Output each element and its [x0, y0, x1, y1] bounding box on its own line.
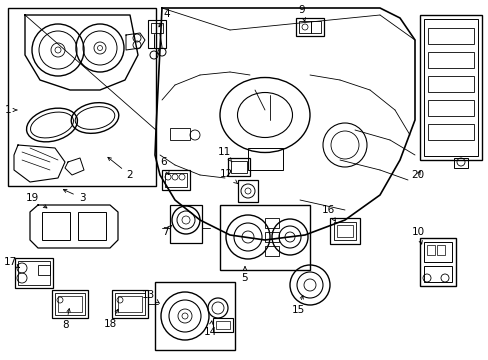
- Bar: [42, 212, 70, 240]
- Bar: [227, 158, 249, 176]
- Bar: [118, 296, 142, 312]
- Bar: [427, 28, 473, 44]
- Bar: [15, 258, 53, 288]
- Bar: [427, 100, 473, 116]
- Bar: [436, 245, 444, 255]
- Text: 20: 20: [410, 170, 424, 180]
- Text: 15: 15: [291, 296, 304, 315]
- Bar: [295, 18, 324, 36]
- Text: 18: 18: [103, 309, 118, 329]
- Bar: [170, 128, 190, 140]
- Bar: [58, 296, 82, 312]
- Bar: [155, 282, 235, 350]
- Text: 14: 14: [203, 321, 216, 337]
- Bar: [52, 290, 88, 318]
- Bar: [220, 205, 309, 270]
- Bar: [247, 148, 283, 170]
- Text: 11: 11: [217, 147, 231, 162]
- Text: 6: 6: [161, 157, 169, 175]
- Bar: [427, 52, 473, 68]
- Bar: [310, 21, 320, 33]
- Text: 12: 12: [219, 169, 237, 184]
- Text: 2: 2: [108, 157, 133, 180]
- Bar: [8, 8, 156, 186]
- Bar: [264, 218, 279, 228]
- Bar: [419, 238, 455, 286]
- Bar: [112, 290, 148, 318]
- Bar: [213, 318, 232, 332]
- Bar: [148, 20, 165, 48]
- Bar: [298, 21, 310, 33]
- Text: 10: 10: [410, 227, 424, 244]
- Text: 17: 17: [3, 257, 20, 268]
- Bar: [162, 170, 190, 190]
- Bar: [419, 15, 481, 160]
- Bar: [329, 218, 359, 244]
- Text: 4: 4: [159, 9, 170, 27]
- Text: 5: 5: [241, 267, 248, 283]
- Bar: [216, 321, 229, 329]
- Bar: [55, 293, 85, 315]
- Text: 19: 19: [25, 193, 47, 208]
- Bar: [115, 293, 145, 315]
- Text: 1: 1: [5, 105, 17, 115]
- Bar: [423, 266, 451, 282]
- Bar: [238, 180, 258, 202]
- Bar: [423, 242, 451, 262]
- Bar: [336, 225, 352, 237]
- Text: 16: 16: [321, 205, 335, 221]
- Bar: [230, 161, 246, 173]
- Bar: [151, 23, 163, 33]
- Bar: [170, 205, 202, 243]
- Bar: [427, 76, 473, 92]
- Text: 8: 8: [62, 309, 70, 330]
- Bar: [426, 245, 434, 255]
- Text: 9: 9: [298, 5, 305, 21]
- Bar: [264, 246, 279, 256]
- Bar: [333, 222, 355, 240]
- Bar: [164, 173, 186, 187]
- Bar: [18, 261, 50, 285]
- Text: 13: 13: [141, 290, 160, 303]
- Text: 3: 3: [63, 189, 85, 203]
- Bar: [427, 124, 473, 140]
- Text: 7: 7: [162, 226, 171, 237]
- Bar: [264, 232, 279, 242]
- Bar: [423, 19, 477, 156]
- Bar: [78, 212, 106, 240]
- Bar: [453, 158, 467, 168]
- Bar: [38, 265, 50, 275]
